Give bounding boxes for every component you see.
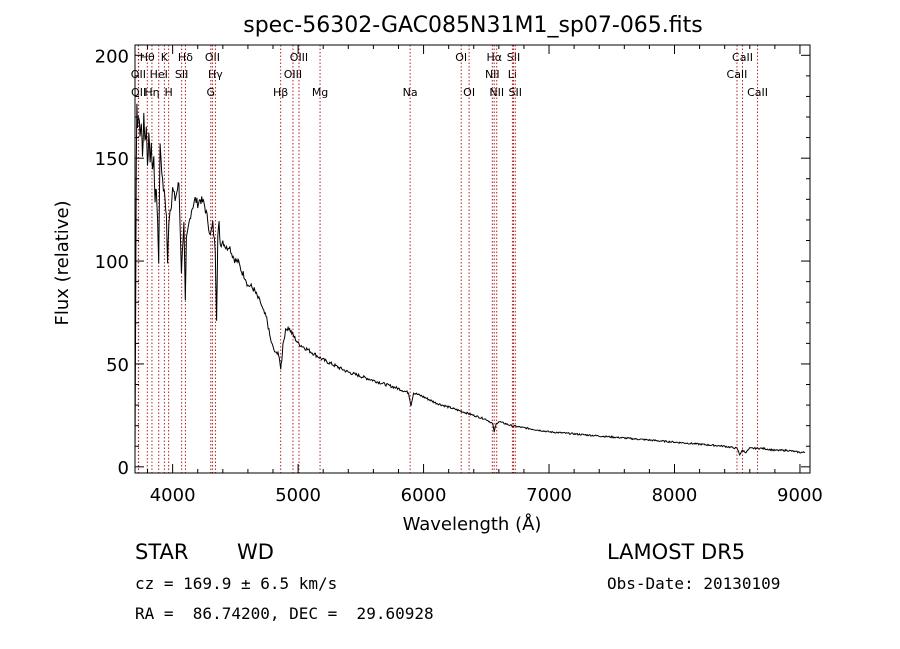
y-axis-label: Flux (relative) (52, 200, 73, 325)
line-marker-label: CaII (747, 86, 768, 99)
line-marker-label: SII (507, 51, 520, 64)
y-tick-label: 100 (95, 252, 129, 273)
chart-title: spec-56302-GAC085N31M1_sp07-065.fits (243, 13, 703, 38)
line-marker-label: HeI (150, 68, 168, 81)
line-marker-label: OIII (290, 51, 308, 64)
line-marker-label: Hδ (178, 51, 193, 64)
line-marker-label: Hη (144, 86, 159, 99)
line-marker-label: H (164, 86, 172, 99)
y-tick-label: 150 (95, 149, 129, 170)
line-marker-label: Na (403, 86, 418, 99)
y-tick-label: 0 (118, 458, 129, 479)
redshift-readout: cz = 169.9 ± 6.5 km/s (135, 574, 338, 593)
line-marker-label: SII (509, 86, 522, 99)
object-class: STAR (135, 540, 189, 564)
line-marker-label: OI (463, 86, 475, 99)
line-marker-label: SII (175, 68, 188, 81)
object-subclass: WD (237, 540, 274, 564)
line-marker-label: Hγ (208, 68, 223, 81)
line-marker-label: Mg (312, 86, 328, 99)
line-marker-label: CaII (727, 68, 748, 81)
plot-frame (134, 44, 811, 474)
line-marker-label: K (161, 51, 169, 64)
y-tick-label: 50 (106, 355, 129, 376)
line-marker-label: Hθ (140, 51, 155, 64)
x-tick-label: 8000 (652, 485, 698, 506)
coordinates-readout: RA = 86.74200, DEC = 29.60928 (135, 604, 434, 623)
axis-ticks: 4000 5000 6000 7000 8000 9000 0 50 100 150 200 (95, 45, 823, 506)
spectrum-series-line (134, 103, 806, 457)
line-marker-label: CaII (732, 51, 753, 64)
survey-name: LAMOST DR5 (607, 540, 746, 564)
line-marker-label: OI (455, 51, 467, 64)
x-tick-label: 6000 (401, 485, 447, 506)
y-tick-label: 200 (95, 46, 129, 67)
line-marker-label: OII (205, 51, 220, 64)
x-tick-label: 7000 (526, 485, 572, 506)
line-marker-label: G (207, 86, 216, 99)
observation-date: Obs-Date: 20130109 (607, 574, 781, 593)
x-tick-label: 5000 (275, 485, 321, 506)
line-marker-label: Hβ (273, 86, 288, 99)
line-marker-label: NII (489, 86, 504, 99)
line-marker-label: Li (508, 68, 517, 81)
x-tick-label: 4000 (150, 485, 196, 506)
x-tick-label: 9000 (777, 485, 823, 506)
line-marker-label: OIII (284, 68, 302, 81)
x-axis-label: Wavelength (Å) (403, 513, 542, 535)
line-marker-label: NII (485, 68, 500, 81)
line-marker-label: Hα (486, 51, 502, 64)
